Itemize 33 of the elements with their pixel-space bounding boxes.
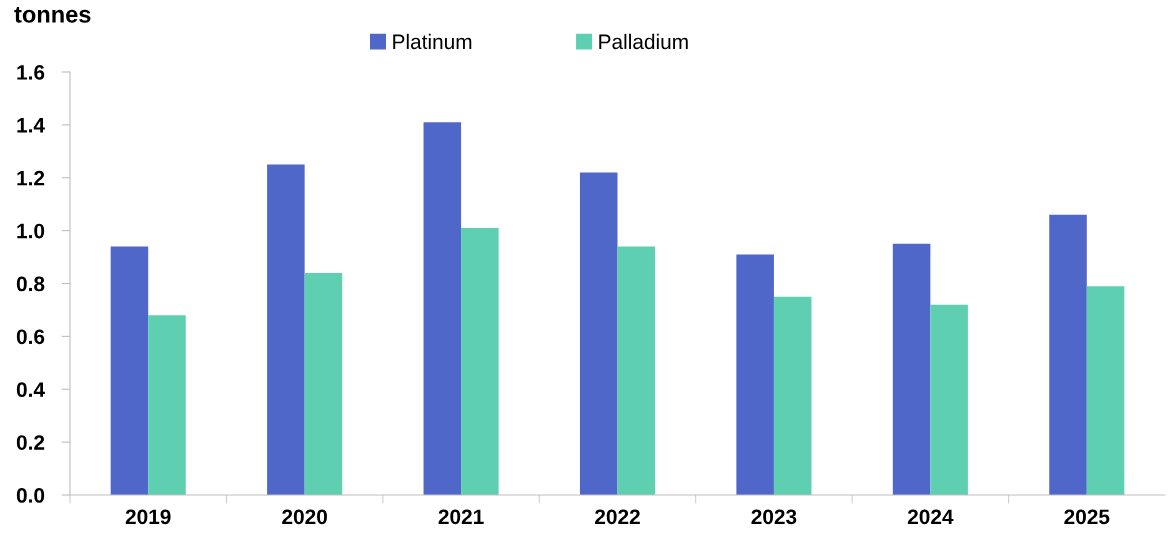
x-tick-label: 2021 [438, 509, 484, 525]
bar [423, 122, 462, 495]
bar [1049, 214, 1087, 495]
bar [304, 272, 343, 495]
bar [267, 164, 305, 495]
bar [148, 315, 186, 495]
bar [579, 172, 618, 495]
x-tick-label: 2024 [907, 509, 954, 525]
x-tick-label: 2025 [1064, 509, 1110, 525]
legend-label: Platinum [393, 33, 472, 50]
legend-label: Palladium [599, 33, 688, 50]
bar [461, 227, 499, 495]
bar [773, 296, 812, 495]
y-tick-label: 0.4 [16, 382, 45, 397]
y-tick-label: 1.4 [17, 118, 45, 133]
y-tick-label: 1.0 [17, 223, 45, 239]
x-tick-label: 2023 [751, 509, 797, 525]
bar [930, 304, 968, 495]
x-tick-label: 2019 [125, 509, 171, 525]
x-tick-label: 2020 [282, 509, 327, 525]
bar [617, 246, 656, 495]
bar [1086, 286, 1125, 495]
y-tick-label: 1.2 [17, 170, 45, 186]
bar [110, 246, 149, 495]
y-tick-label: 1.6 [17, 65, 45, 80]
y-tick-label: 0.8 [16, 276, 45, 292]
x-tick-label: 2022 [595, 509, 640, 525]
y-tick-label: 0.2 [16, 435, 45, 450]
y-tick-label: 0.0 [16, 488, 45, 503]
y-axis-title: tonnes [14, 7, 91, 23]
bar [736, 254, 774, 495]
bar [892, 243, 931, 495]
y-tick-label: 0.6 [16, 329, 45, 345]
